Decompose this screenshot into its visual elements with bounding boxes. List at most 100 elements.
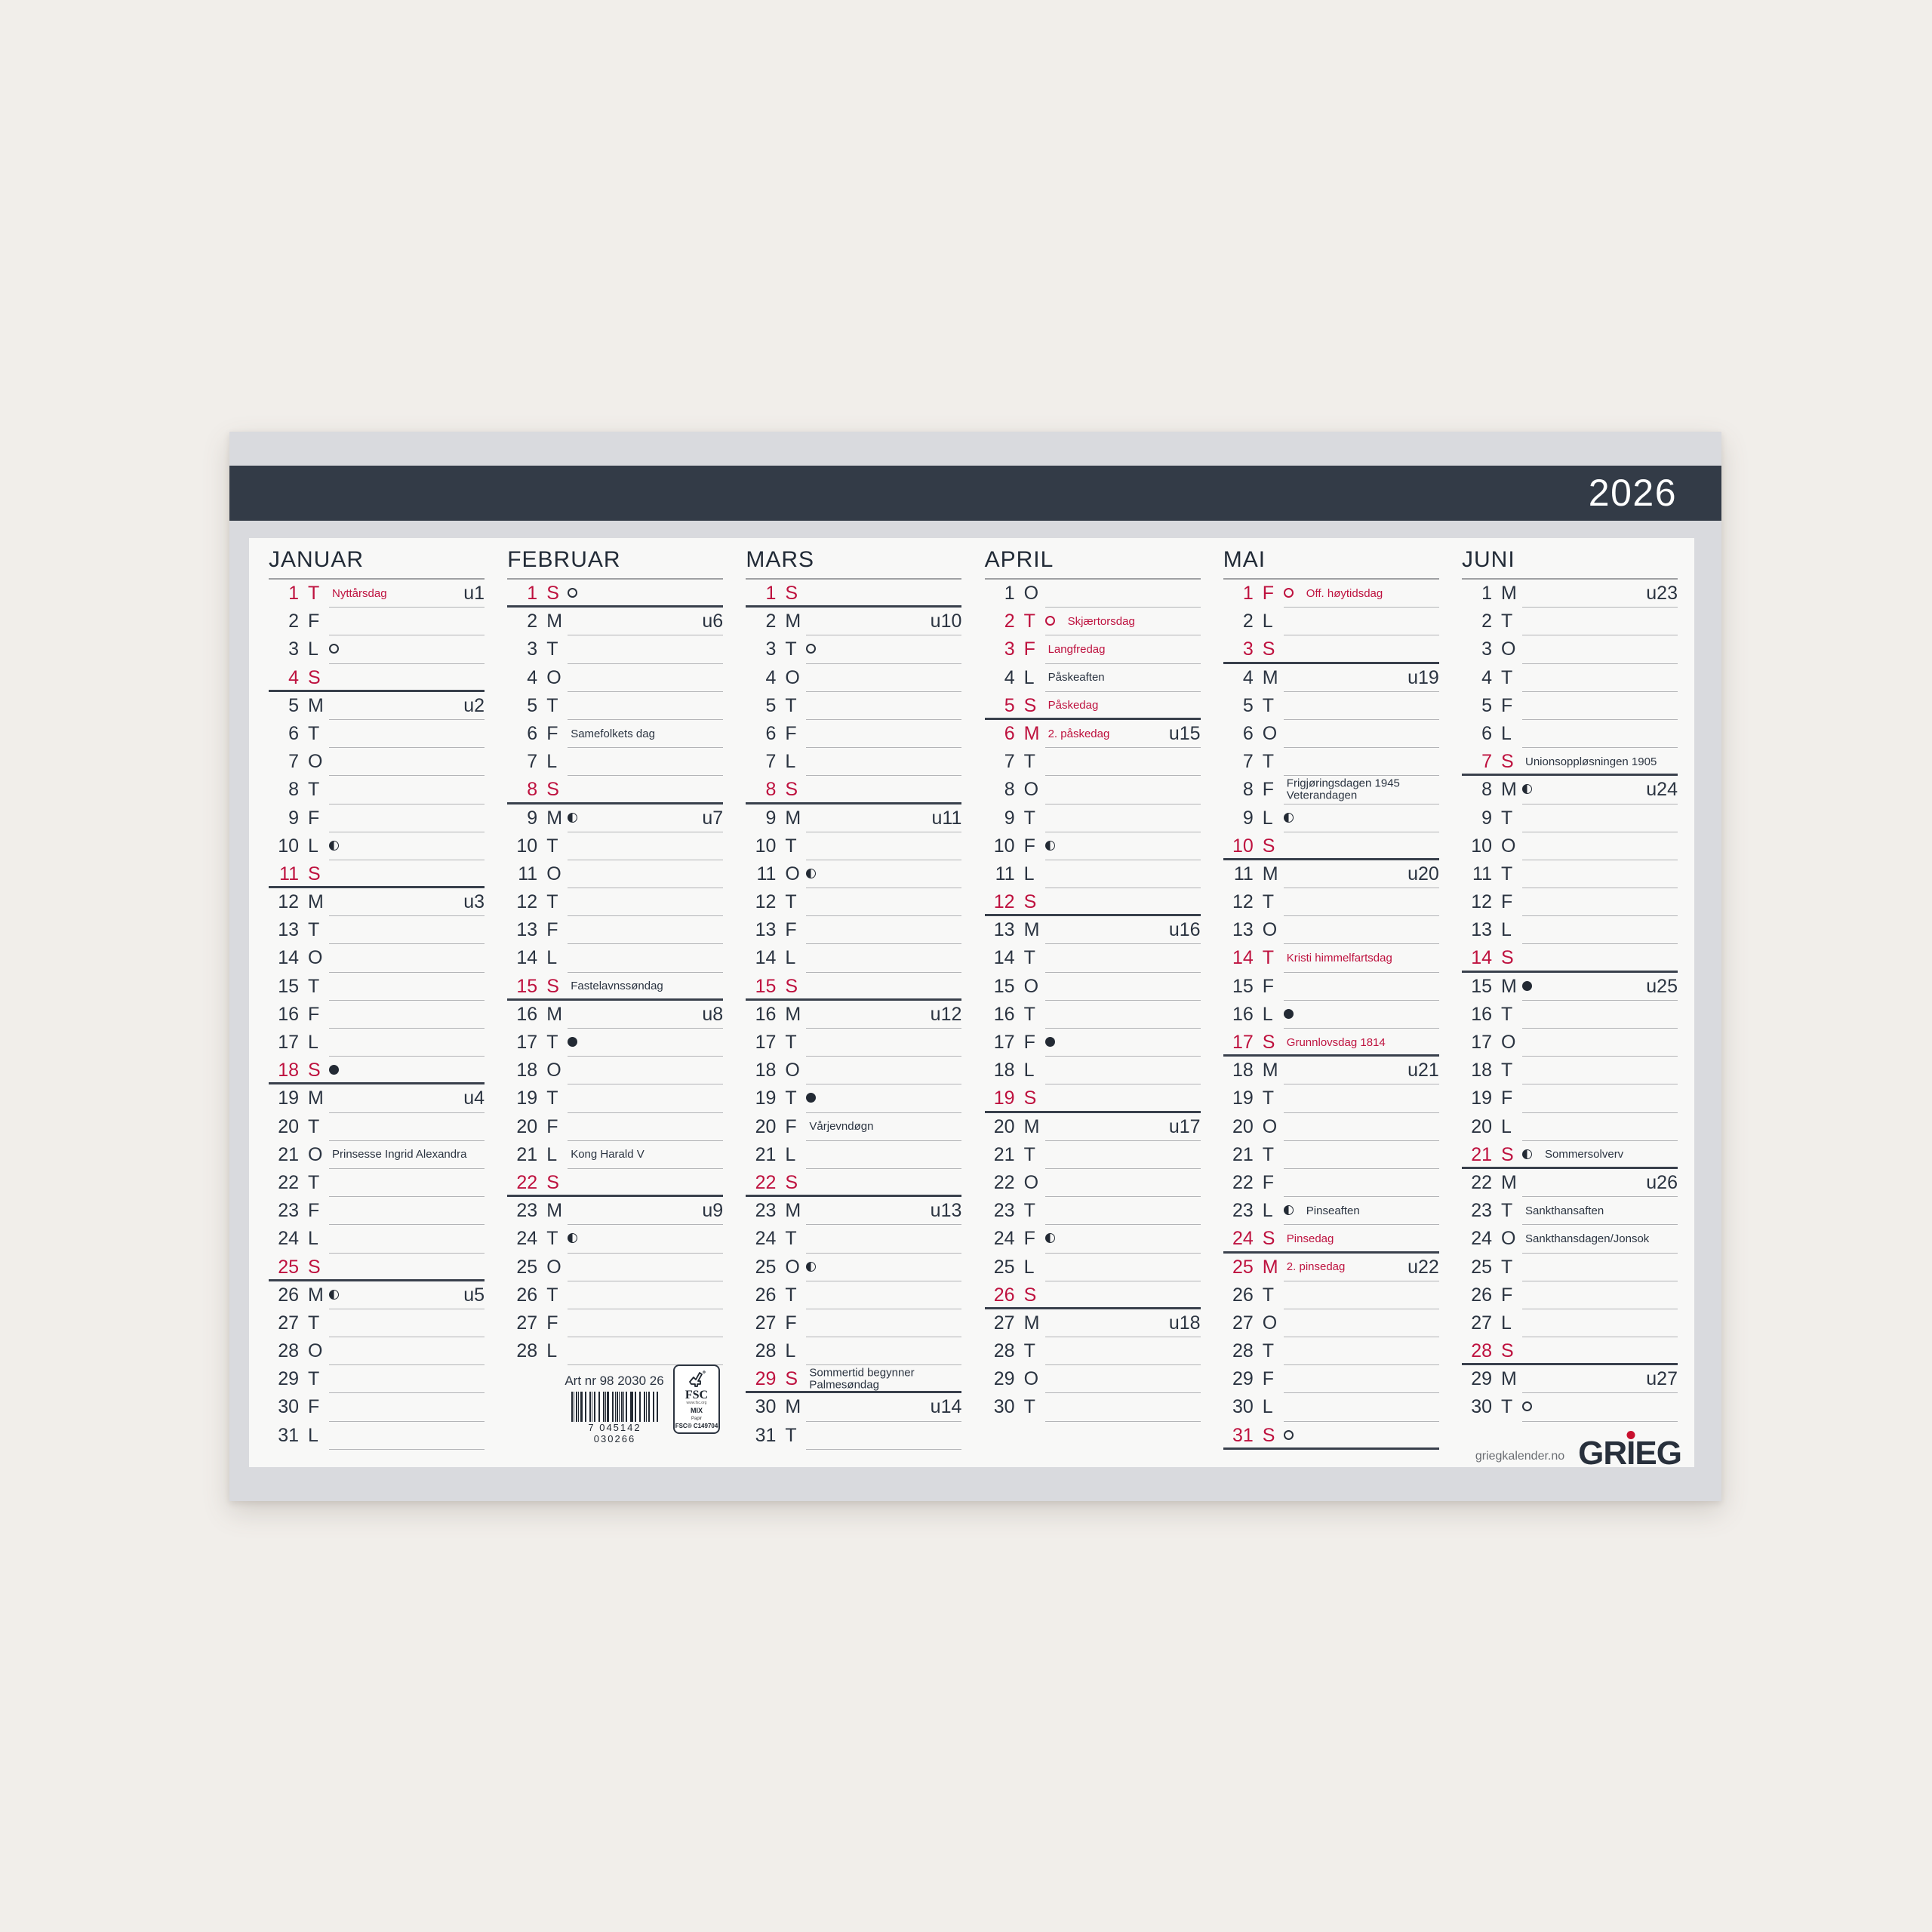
day-row-mars-27: 27 F [746,1309,962,1338]
row-rule [1283,775,1439,777]
row-rule [1044,1056,1201,1057]
week-number: u12 [930,1003,962,1025]
row-rule [507,1195,724,1198]
row-rule [1283,1112,1439,1113]
day-number: 2 [1004,611,1015,632]
row-rule [1522,1224,1678,1226]
day-number: 30 [1471,1396,1492,1418]
day-number: 13 [516,919,538,941]
holiday-note: 2. påskedag [1048,728,1110,740]
weekday-letter: L [308,638,318,660]
day-number: 13 [755,919,777,941]
day-number: 15 [1232,975,1254,997]
row-rule [1044,607,1201,608]
weekday-letter: L [785,1143,796,1165]
weekday-letter: F [1262,779,1275,801]
weekday-letter: T [1262,891,1275,913]
weekday-letter: T [1023,1143,1035,1165]
day-number: 18 [516,1060,538,1081]
year-band [229,466,1721,521]
day-number: 19 [516,1088,538,1109]
day-row-april-29: 29 O [985,1365,1201,1394]
calendar-paper [249,538,1694,1467]
weekday-letter: T [1262,1143,1275,1165]
weekday-letter: M [1262,666,1278,688]
weekday-letter: T [1262,1284,1275,1306]
day-number: 29 [1232,1368,1254,1390]
day-row-februar-28: 28 L [507,1337,724,1366]
row-rule [1522,1140,1678,1141]
day-number: 22 [278,1171,299,1193]
weekday-letter: S [546,583,559,604]
weekday-letter: O [546,666,561,688]
weekday-letter: L [546,1143,558,1165]
day-row-februar-17: 17 T [507,1029,724,1057]
day-row-februar-15: 15 S Fastelavnssøndag [507,973,724,1001]
row-rule [507,605,724,608]
row-rule [329,718,485,720]
row-rule [1223,1054,1439,1057]
row-rule [568,775,724,777]
weekday-letter: F [546,722,558,744]
holiday-note: Grunnlovsdag 1814 [1287,1036,1386,1049]
weekday-letter: T [308,919,320,941]
holiday-note: Pinseaften [1306,1204,1360,1217]
day-number: 9 [1004,807,1015,829]
day-number: 30 [993,1396,1015,1418]
weekday-letter: L [1262,611,1273,632]
day-number: 17 [755,1032,777,1053]
weekday-letter: S [1023,694,1037,716]
weekday-letter: O [1023,583,1039,604]
day-number: 22 [1232,1171,1254,1193]
weekday-letter: O [1023,1368,1039,1390]
week-number: u10 [930,611,962,632]
weekday-letter: T [785,638,797,660]
week-number: u3 [463,891,485,913]
weekday-letter: S [1262,1032,1275,1053]
fsc-url: www.fsc.org [686,1401,707,1405]
holiday-note: Påskeaften [1048,671,1105,685]
day-row-mai-31: 31 S [1223,1422,1439,1450]
weekday-letter: F [785,919,797,941]
row-rule [329,775,485,777]
moon-phase-full-icon [806,644,817,654]
day-number: 20 [755,1115,777,1137]
day-number: 26 [755,1284,777,1306]
weekday-letter: M [546,1003,563,1025]
row-rule [1283,1028,1439,1029]
weekday-letter: T [308,779,320,801]
fsc-material: Papir [691,1417,702,1421]
weekday-letter: L [546,947,558,969]
day-number: 19 [1232,1088,1254,1109]
day-row-januar-31: 31 L [269,1422,485,1450]
day-row-april-2: 2 T Skjærtorsdag [985,608,1201,636]
day-number: 11 [279,863,299,884]
row-rule [269,689,485,692]
weekday-letter: L [308,1424,318,1446]
week-number: u20 [1407,863,1439,884]
grieg-logo-letter: G [1578,1435,1604,1472]
day-row-januar-28: 28 O [269,1337,485,1366]
moon-phase-new-icon [1522,980,1532,991]
holiday-note: Skjærtorsdag [1068,615,1135,629]
day-number: 1 [527,583,538,604]
brand-block: griegkalender.no GRIEG [1475,1435,1682,1472]
holiday-note: Off. høytidsdag [1306,587,1383,600]
day-number: 20 [1232,1115,1254,1137]
row-rule [1522,915,1678,917]
weekday-letter: F [546,1312,558,1334]
holiday-note: Pinsedag [1287,1232,1334,1246]
row-rule [806,943,962,945]
